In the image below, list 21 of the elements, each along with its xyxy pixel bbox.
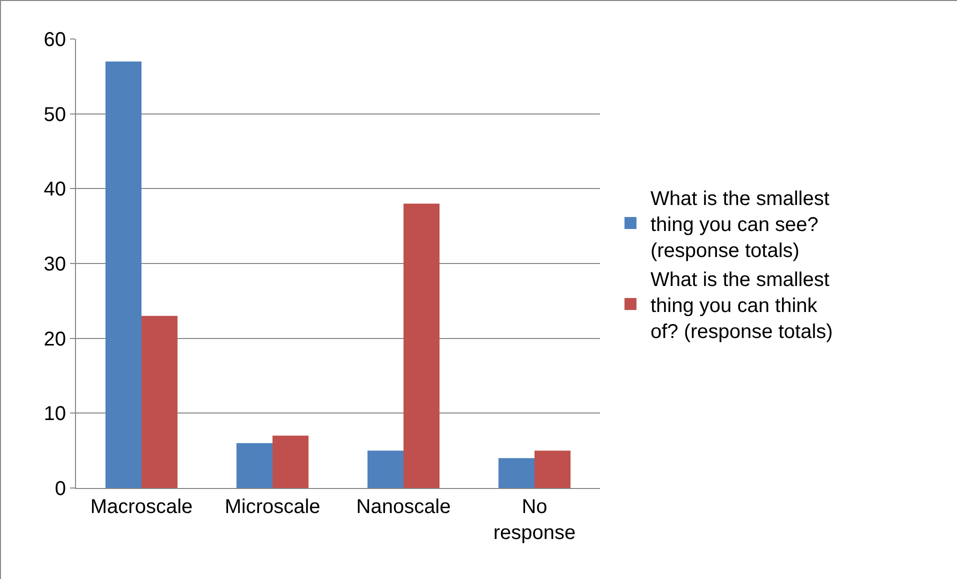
y-tick-label: 20 xyxy=(44,328,66,350)
bar xyxy=(105,61,142,488)
bar xyxy=(142,316,178,488)
bar xyxy=(367,450,404,488)
bar xyxy=(236,443,272,488)
x-tick-label: Microscale xyxy=(224,496,320,518)
y-tick-label: 50 xyxy=(44,104,66,126)
y-tick-label: 10 xyxy=(44,403,66,426)
x-tick-label: Macroscale xyxy=(90,496,193,518)
bar xyxy=(404,204,440,488)
x-tick-label: No response xyxy=(493,496,576,544)
y-tick-label: 60 xyxy=(44,29,66,51)
bar xyxy=(498,458,534,488)
bar xyxy=(534,450,571,488)
y-tick-label: 0 xyxy=(54,478,66,500)
legend-label: What is the smallest thing you can see? (response totals) xyxy=(650,188,830,262)
y-tick-label: 40 xyxy=(44,178,66,201)
bar xyxy=(272,436,309,488)
y-tick-label: 30 xyxy=(44,254,66,276)
x-tick-label: Nanoscale xyxy=(356,496,451,518)
legend-label: What is the smallest thing you can think of? (response totals) xyxy=(650,268,833,343)
